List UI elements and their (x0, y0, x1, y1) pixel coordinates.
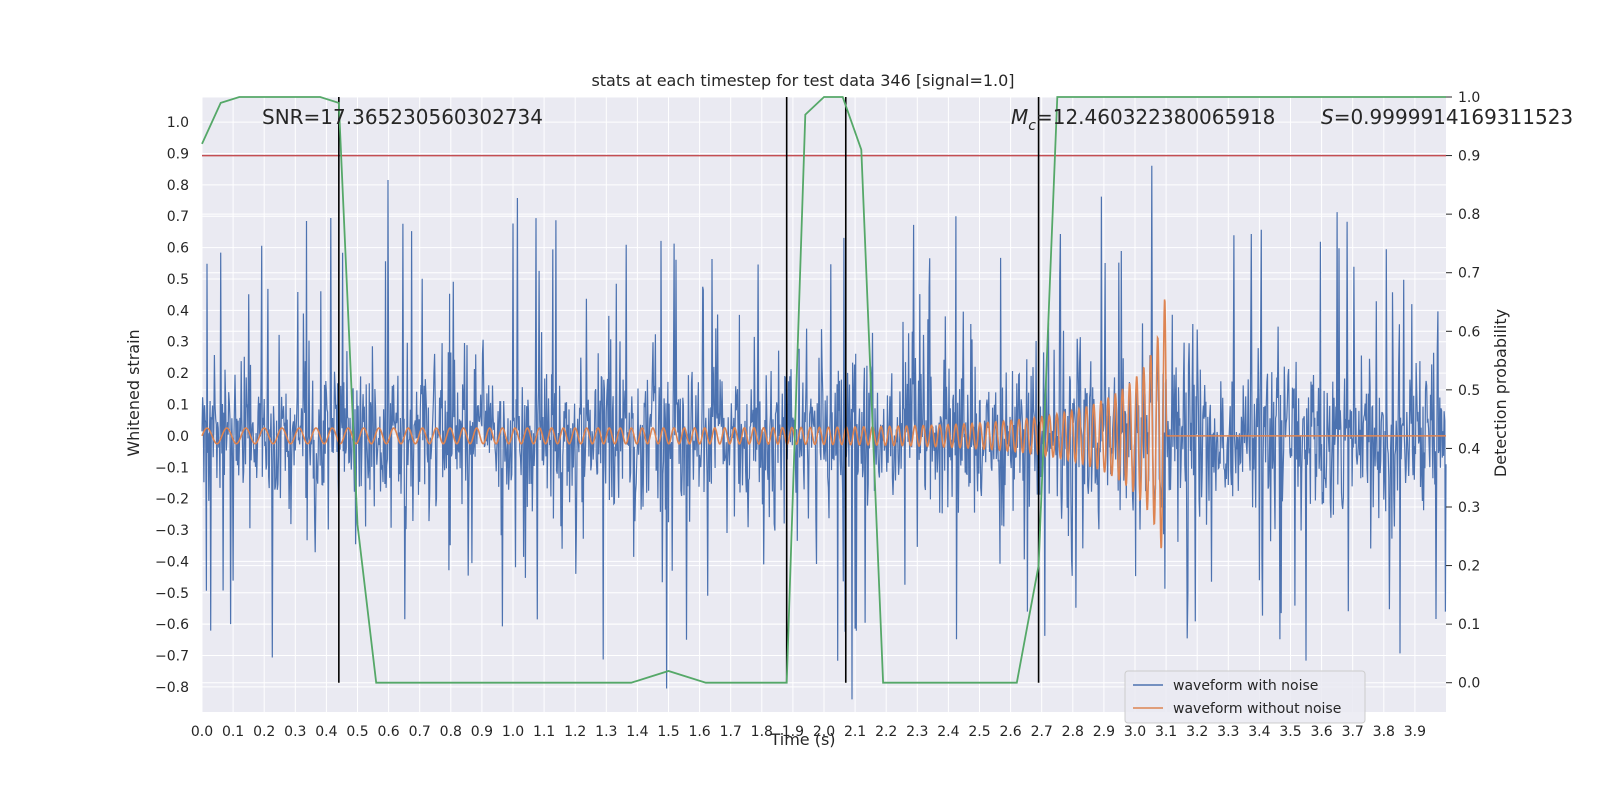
x-tick-label: 0.3 (284, 724, 306, 740)
waveform-with-noise-line (201, 165, 1447, 700)
chirp-mass-subscript: c (1028, 118, 1036, 134)
chirp-mass-annotation: Mc=12.460322380065918 (1011, 105, 1275, 134)
score-annotation: S=0.9999914169311523 (1321, 105, 1573, 129)
probability-series-layer (201, 96, 1446, 684)
y-axis-right-ticks: 1.0 0.9 0.8 0.7 0.6 0.5 0.4 0.3 0.2 0.1 0.0 (1446, 90, 1480, 692)
x-tick-label: 3.8 (1373, 724, 1395, 740)
x-tick-label: 0.2 (253, 724, 275, 740)
y-left-tick-label: 0.3 (167, 335, 189, 351)
x-tick-label: 0.7 (409, 724, 431, 740)
score-value: =0.9999914169311523 (1334, 105, 1573, 129)
y-right-tick-label: 0.0 (1458, 676, 1480, 692)
y-right-tick-label: 0.5 (1458, 383, 1480, 399)
x-tick-label: 2.4 (937, 724, 959, 740)
y-left-tick-label: −0.5 (155, 586, 189, 602)
x-tick-label: 2.5 (968, 724, 990, 740)
y-left-tick-label: 0.2 (167, 366, 189, 382)
y-right-tick-label: 0.2 (1458, 559, 1480, 575)
x-tick-label: 1.3 (595, 724, 617, 740)
score-symbol: S (1321, 105, 1334, 129)
x-axis-ticks: 0.0 0.1 0.2 0.3 0.4 0.5 0.6 0.7 0.8 0.9 1.0 1.1 1.2 1… (191, 724, 1426, 740)
x-tick-label: 0.9 (471, 724, 493, 740)
y-right-tick-label: 0.4 (1458, 441, 1480, 457)
chirp-mass-value: =12.460322380065918 (1036, 105, 1275, 129)
x-tick-label: 0.8 (440, 724, 462, 740)
y-left-tick-label: 0.1 (167, 398, 189, 414)
chart-title: stats at each timestep for test data 346… (591, 71, 1014, 90)
x-tick-label: 2.8 (1062, 724, 1084, 740)
waveform-without-noise-line (201, 299, 1446, 549)
x-tick-label: 2.6 (999, 724, 1021, 740)
legend: waveform with noise waveform without noi… (1124, 670, 1366, 724)
x-tick-label: 1.2 (564, 724, 586, 740)
y-axis-left-label: Whitened strain (124, 329, 143, 456)
y-right-tick-label: 1.0 (1458, 90, 1480, 106)
y-left-tick-label: 0.5 (167, 272, 189, 288)
detection-probability-line (201, 96, 1446, 684)
x-tick-label: 1.6 (688, 724, 710, 740)
y-left-tick-label: 0.6 (167, 241, 189, 257)
y-left-tick-label: −0.6 (155, 617, 189, 633)
y-left-tick-label: −0.7 (155, 649, 189, 665)
x-tick-label: 3.3 (1217, 724, 1239, 740)
y-axis-right-label: Detection probability (1491, 309, 1510, 477)
x-tick-label: 2.7 (1031, 724, 1053, 740)
snr-annotation: SNR=17.365230560302734 (262, 105, 543, 129)
x-tick-label: 0.4 (315, 724, 337, 740)
y-right-tick-label: 0.1 (1458, 617, 1480, 633)
x-tick-label: 0.6 (377, 724, 399, 740)
x-tick-label: 3.5 (1279, 724, 1301, 740)
y-right-tick-label: 0.6 (1458, 324, 1480, 340)
x-tick-label: 2.0 (813, 724, 835, 740)
y-right-tick-label: 0.9 (1458, 149, 1480, 165)
y-left-tick-label: 0.7 (167, 209, 189, 225)
legend-label-noise: waveform with noise (1173, 678, 1318, 694)
x-tick-label: 1.4 (626, 724, 648, 740)
y-right-tick-label: 0.8 (1458, 207, 1480, 223)
noise-series-layer (201, 165, 1447, 700)
x-axis-label: Time (s) (769, 730, 835, 749)
x-tick-label: 0.5 (346, 724, 368, 740)
y-left-tick-label: −0.3 (155, 523, 189, 539)
y-left-tick-label: −0.8 (155, 680, 189, 696)
x-tick-label: 3.9 (1404, 724, 1426, 740)
y-left-tick-label: 1.0 (167, 115, 189, 131)
y-right-tick-label: 0.7 (1458, 266, 1480, 282)
x-tick-label: 1.7 (720, 724, 742, 740)
vertical-markers (338, 97, 1040, 683)
y-left-tick-label: 0.0 (167, 429, 189, 445)
y-left-tick-label: 0.4 (167, 303, 189, 319)
x-tick-label: 3.6 (1310, 724, 1332, 740)
x-tick-label: 3.2 (1186, 724, 1208, 740)
x-tick-label: 3.4 (1248, 724, 1270, 740)
y-left-tick-label: 0.8 (167, 178, 189, 194)
x-tick-label: 2.1 (844, 724, 866, 740)
x-tick-label: 3.0 (1124, 724, 1146, 740)
signal-series-layer (201, 299, 1446, 549)
x-tick-label: 1.9 (782, 724, 804, 740)
x-tick-label: 1.5 (657, 724, 679, 740)
y-axis-left-ticks: 1.0 0.9 0.8 0.7 0.6 0.5 0.4 0.3 0.2 0.1 0.0 −0.1 −0.… (155, 115, 189, 696)
y-left-tick-label: −0.4 (155, 554, 189, 570)
x-tick-label: 2.3 (906, 724, 928, 740)
x-tick-label: 0.0 (191, 724, 213, 740)
y-left-tick-label: −0.2 (155, 492, 189, 508)
legend-label-signal: waveform without noise (1173, 701, 1341, 717)
x-tick-label: 2.9 (1093, 724, 1115, 740)
chirp-mass-symbol: M (1011, 105, 1028, 129)
y-left-tick-label: 0.9 (167, 146, 189, 162)
y-right-tick-label: 0.3 (1458, 500, 1480, 516)
x-tick-label: 0.1 (222, 724, 244, 740)
x-tick-label: 1.8 (751, 724, 773, 740)
legend-frame (1124, 670, 1366, 724)
y-left-tick-label: −0.1 (155, 460, 189, 476)
x-tick-label: 3.7 (1342, 724, 1364, 740)
x-tick-label: 3.1 (1155, 724, 1177, 740)
x-tick-label: 1.1 (533, 724, 555, 740)
x-tick-label: 1.0 (502, 724, 524, 740)
x-tick-label: 2.2 (875, 724, 897, 740)
